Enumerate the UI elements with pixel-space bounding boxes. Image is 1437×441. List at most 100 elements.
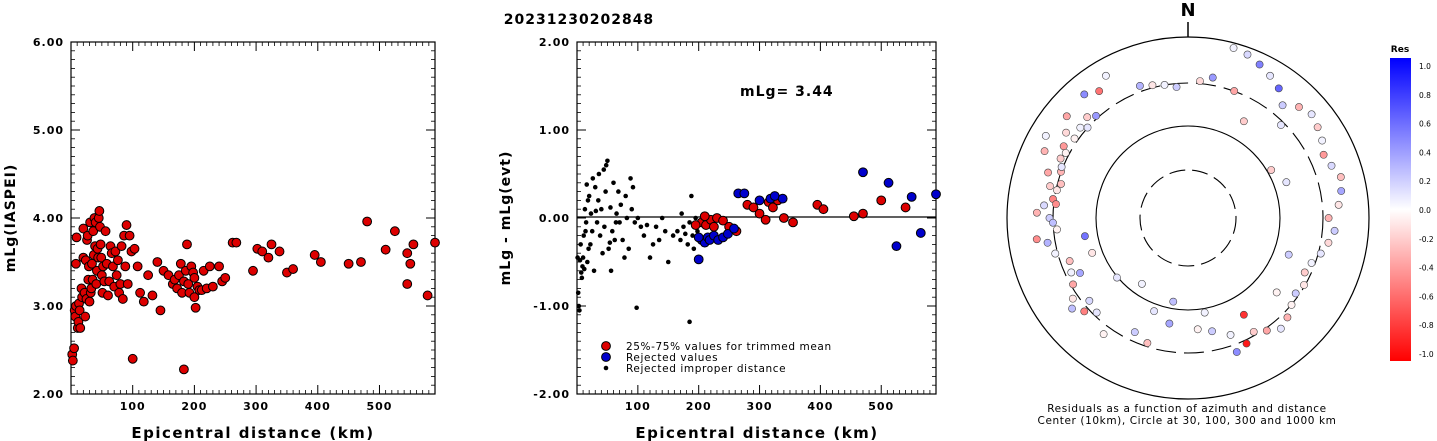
x-tick-label: 100 xyxy=(625,400,651,413)
data-point-series-0 xyxy=(155,305,166,316)
residual-point xyxy=(1068,294,1077,303)
y-tick-label: 6.00 xyxy=(33,36,64,49)
data-point-series-2 xyxy=(576,303,582,309)
residual-point xyxy=(1081,232,1089,241)
residual-point xyxy=(1196,77,1204,86)
data-point-series-2 xyxy=(591,268,597,274)
data-point-series-0 xyxy=(152,257,163,267)
colorbar-tick-label: -1.0 xyxy=(1419,350,1434,359)
data-point-series-1 xyxy=(754,195,765,206)
data-point-series-2 xyxy=(607,240,613,245)
residual-point xyxy=(1316,249,1325,258)
residual-point xyxy=(1276,324,1285,333)
data-point-series-2 xyxy=(594,220,600,225)
x-tick-label: 100 xyxy=(120,400,146,413)
data-point-series-2 xyxy=(605,158,610,164)
data-point-series-0 xyxy=(754,208,765,219)
data-point-series-2 xyxy=(609,228,615,234)
circle-30km xyxy=(1139,169,1237,267)
y-tick-label: 1.00 xyxy=(539,124,570,137)
colorbar-tick-label: 1.0 xyxy=(1419,62,1431,71)
data-point-series-0 xyxy=(718,215,728,226)
azimuth-residual-panel: N Residuals as a function of azimuth and… xyxy=(1006,0,1434,427)
data-point-series-2 xyxy=(618,202,624,208)
data-points xyxy=(1032,44,1346,356)
data-point-series-2 xyxy=(578,242,583,247)
residual-point xyxy=(1336,173,1345,181)
data-point-series-2 xyxy=(629,206,635,212)
data-point-series-2 xyxy=(586,246,591,252)
data-point-series-0 xyxy=(207,281,218,292)
data-point-series-2 xyxy=(588,242,593,247)
data-point-series-1 xyxy=(777,193,788,204)
residual-point xyxy=(1255,60,1264,69)
residual-point xyxy=(1208,327,1216,336)
data-point-series-2 xyxy=(614,211,619,216)
data-point-series-2 xyxy=(675,228,680,234)
data-point-series-0 xyxy=(220,272,231,283)
plot-frame xyxy=(70,41,436,395)
data-points xyxy=(575,158,941,325)
legend-label: Rejected values xyxy=(626,352,718,364)
residual-point xyxy=(1062,128,1070,137)
residual-point xyxy=(1032,235,1041,244)
tick-marks xyxy=(70,41,436,395)
data-point-series-2 xyxy=(596,171,602,177)
data-point-series-0 xyxy=(356,257,366,267)
residual-point xyxy=(1282,178,1291,187)
colorbar-tick-label: -0.2 xyxy=(1419,235,1434,244)
data-point-series-2 xyxy=(583,228,588,234)
data-point-series-0 xyxy=(117,294,128,304)
data-point-series-2 xyxy=(597,233,603,238)
residual-point xyxy=(1137,279,1146,288)
data-point-series-0 xyxy=(80,311,91,322)
data-point-series-0 xyxy=(124,230,135,241)
data-point-series-0 xyxy=(266,239,277,250)
residual-point xyxy=(1061,149,1070,157)
data-point-series-2 xyxy=(608,205,613,210)
data-point-series-1 xyxy=(858,167,868,178)
data-point-series-1 xyxy=(915,228,926,238)
data-point-series-1 xyxy=(729,223,739,234)
data-point-series-2 xyxy=(581,233,586,238)
data-point-series-0 xyxy=(74,305,85,316)
residual-point xyxy=(1318,136,1327,145)
caption-line-2: Center (10km), Circle at 30, 100, 300 an… xyxy=(1038,415,1337,427)
residual-point xyxy=(1056,154,1065,163)
colorbar-tick-label: 0.8 xyxy=(1419,91,1431,100)
data-point-series-0 xyxy=(175,258,186,269)
data-point-series-1 xyxy=(891,241,902,252)
data-point-series-0 xyxy=(204,261,215,272)
data-point-series-0 xyxy=(690,220,701,230)
data-point-series-2 xyxy=(638,224,644,230)
residual-point xyxy=(1307,259,1316,267)
data-point-series-0 xyxy=(389,226,400,237)
residual-point xyxy=(1052,200,1060,209)
y-tick-label: 2.00 xyxy=(33,388,64,401)
data-point-series-2 xyxy=(630,184,636,190)
legend-label: Rejected improper distance xyxy=(626,363,786,375)
chart-title: 20231230202848 xyxy=(504,12,654,28)
data-point-series-0 xyxy=(67,355,78,366)
legend-marker xyxy=(601,352,611,362)
data-point-series-0 xyxy=(380,244,391,255)
data-point-series-2 xyxy=(659,215,665,221)
residual-point xyxy=(1053,225,1061,234)
data-point-series-0 xyxy=(122,279,133,289)
data-point-series-2 xyxy=(650,242,656,247)
residual-point xyxy=(1085,296,1094,305)
data-point-series-2 xyxy=(662,228,668,234)
legend-marker xyxy=(601,341,611,351)
data-point-series-2 xyxy=(584,182,590,187)
data-point-series-2 xyxy=(687,220,692,225)
residual-point xyxy=(1088,248,1097,257)
data-point-series-2 xyxy=(656,237,662,243)
data-point-series-0 xyxy=(231,237,242,248)
mlg-annotation: mLg= 3.44 xyxy=(740,84,834,100)
residual-point xyxy=(1337,187,1346,195)
data-point-series-0 xyxy=(129,243,140,254)
data-point-series-2 xyxy=(653,224,659,230)
data-point-series-0 xyxy=(88,226,99,237)
data-point-series-2 xyxy=(620,237,625,243)
